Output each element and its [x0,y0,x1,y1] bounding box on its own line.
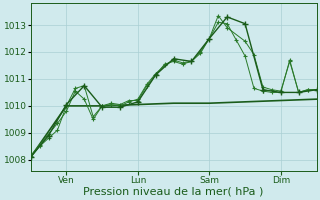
X-axis label: Pression niveau de la mer( hPa ): Pression niveau de la mer( hPa ) [84,187,264,197]
